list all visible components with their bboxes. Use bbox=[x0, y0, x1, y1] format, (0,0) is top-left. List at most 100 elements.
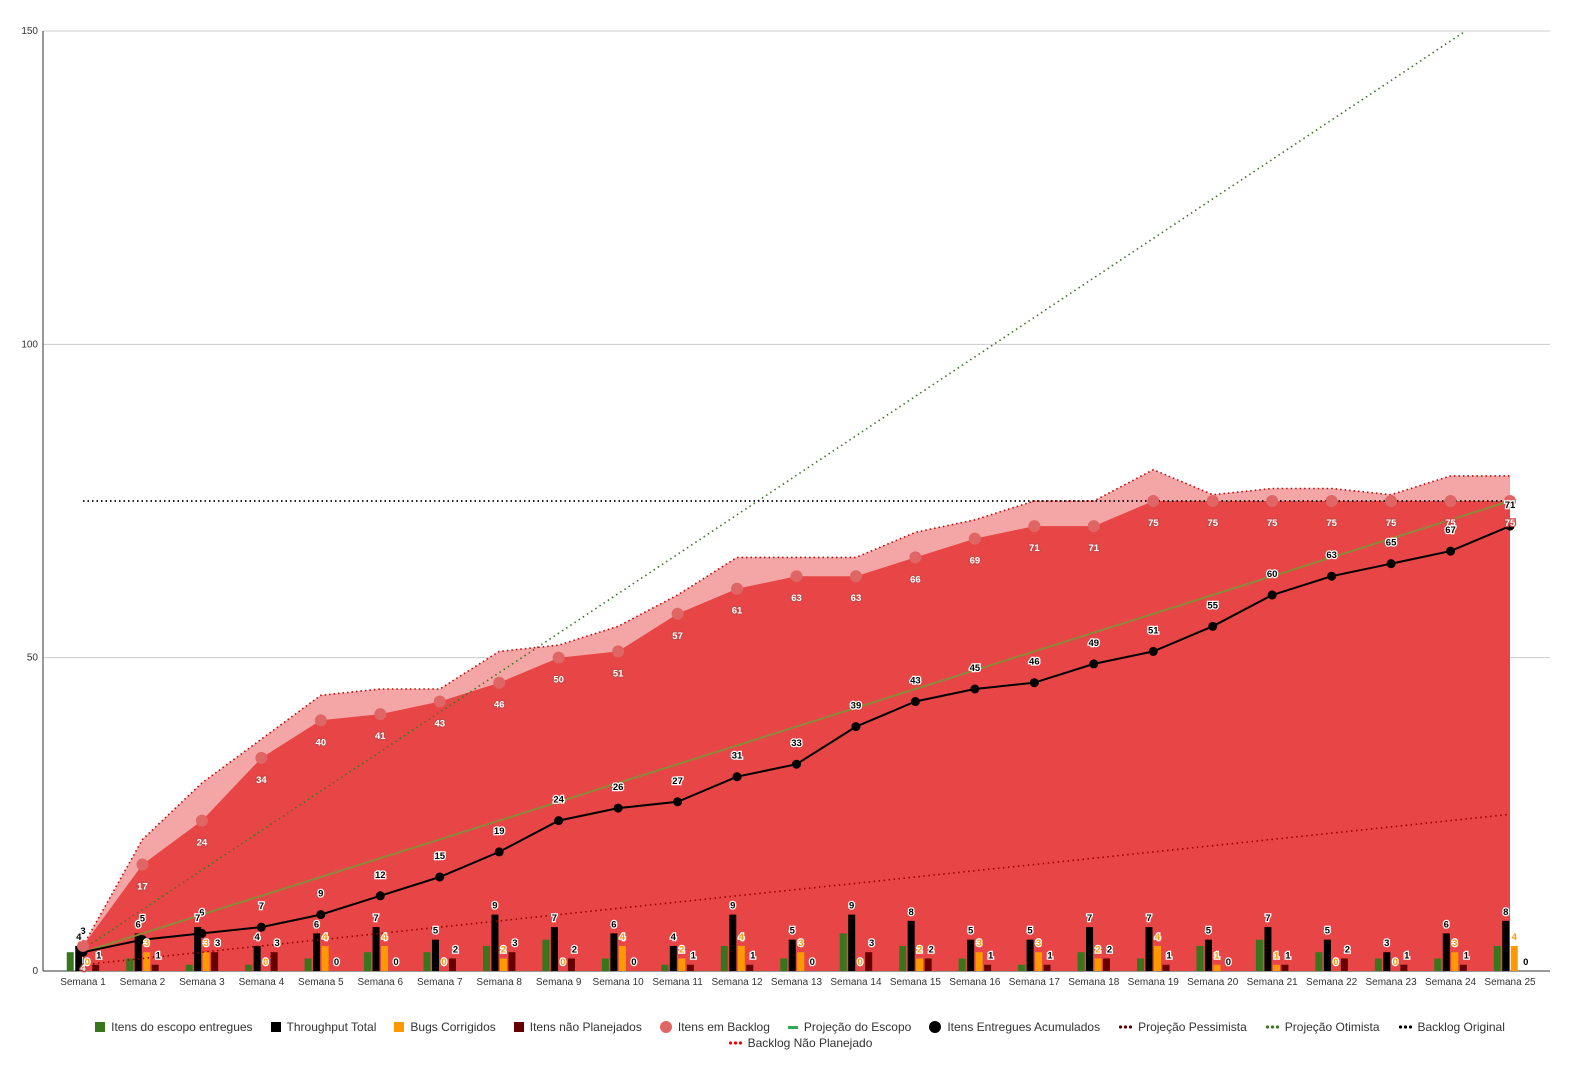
bar bbox=[482, 945, 490, 971]
bar bbox=[1315, 952, 1323, 971]
data-label-text: 0 bbox=[1226, 957, 1231, 968]
legend-item[interactable]: Itens do escopo entregues bbox=[95, 1020, 253, 1034]
bar-value-label: 2 bbox=[916, 943, 924, 957]
cumulative-delivered-point bbox=[970, 684, 980, 694]
cumulative-delivered-point bbox=[554, 816, 564, 826]
bar bbox=[1077, 952, 1085, 971]
bar-value-label: 7 bbox=[1264, 912, 1272, 926]
bar bbox=[542, 939, 550, 971]
data-label-text: 4 bbox=[620, 932, 626, 943]
bar bbox=[1043, 964, 1051, 971]
data-label-text: 2 bbox=[679, 944, 684, 955]
legend-swatch-dotted bbox=[1397, 1025, 1412, 1029]
backlog-value-label: 71 bbox=[1087, 542, 1101, 556]
legend-item[interactable]: Backlog Não Planejado bbox=[727, 1036, 872, 1050]
data-label-text: 75 bbox=[1326, 518, 1337, 529]
data-label-text: 40 bbox=[316, 737, 327, 748]
data-label-text: 3 bbox=[869, 938, 874, 949]
legend-swatch-dotted bbox=[1118, 1025, 1133, 1029]
bar-value-label: 4 bbox=[737, 931, 746, 945]
backlog-point bbox=[731, 582, 744, 595]
bar bbox=[1103, 958, 1111, 971]
bar bbox=[1374, 958, 1382, 971]
data-label-text: 69 bbox=[970, 556, 981, 567]
data-label-text: 46 bbox=[1029, 657, 1040, 668]
bar-value-label: 1 bbox=[749, 949, 758, 963]
bar-value-label: 6 bbox=[313, 918, 321, 932]
bar bbox=[601, 958, 609, 971]
cumulative-delivered-point bbox=[1267, 590, 1277, 600]
bar-value-label: 4 bbox=[321, 931, 330, 945]
bar bbox=[304, 958, 312, 971]
bar bbox=[449, 958, 456, 971]
legend-item[interactable]: Throughput Total bbox=[270, 1020, 377, 1034]
data-label-text: 4 bbox=[254, 932, 260, 943]
data-label-text: 24 bbox=[553, 795, 564, 806]
legend-item[interactable]: Bugs Corrigidos bbox=[394, 1020, 496, 1034]
legend-item[interactable]: Projeção Otimista bbox=[1264, 1020, 1380, 1034]
data-label-text: 71 bbox=[1505, 500, 1516, 511]
backlog-value-label: 17 bbox=[136, 880, 149, 894]
data-label-text: 57 bbox=[672, 631, 683, 642]
data-label-text: 7 bbox=[1146, 913, 1151, 924]
cumulative-value-label: 3 bbox=[79, 925, 87, 939]
data-label-text: 5 bbox=[1325, 926, 1331, 937]
bar bbox=[194, 927, 202, 971]
pessimistic-projection-line bbox=[82, 813, 1511, 966]
bar bbox=[1145, 927, 1153, 971]
backlog-point bbox=[1266, 495, 1279, 507]
data-label-text: 41 bbox=[375, 731, 386, 742]
bar-value-label: 6 bbox=[1442, 918, 1450, 932]
bar-value-label: 4 bbox=[618, 931, 627, 945]
data-label-text: 75 bbox=[1267, 518, 1278, 529]
cumulative-value-label: 12 bbox=[374, 869, 387, 883]
bar-value-label: 5 bbox=[432, 924, 441, 938]
cumulative-value-label: 39 bbox=[849, 699, 862, 713]
x-tick-label: Semana 23 bbox=[1366, 977, 1418, 988]
cumulative-delivered-point bbox=[1505, 521, 1515, 531]
legend-item[interactable]: Projeção do Escopo bbox=[787, 1020, 911, 1034]
legend-item[interactable]: Itens em Backlog bbox=[659, 1020, 770, 1034]
data-label-text: 0 bbox=[85, 957, 90, 968]
data-label-text: 0 bbox=[810, 957, 815, 968]
bar bbox=[1137, 958, 1144, 971]
x-tick-label: Semana 10 bbox=[593, 977, 645, 988]
data-label-text: 1 bbox=[1285, 951, 1291, 962]
bar bbox=[143, 952, 151, 971]
bar bbox=[1154, 945, 1161, 971]
data-label-text: 34 bbox=[256, 775, 267, 786]
legend-label: Itens em Backlog bbox=[677, 1020, 770, 1034]
backlog-value-label: 61 bbox=[731, 604, 745, 618]
bar-value-label: 0 bbox=[83, 956, 91, 970]
legend-item[interactable]: Itens Entregues Acumulados bbox=[929, 1020, 1100, 1034]
legend-item[interactable]: Backlog Original bbox=[1397, 1020, 1505, 1034]
cumulative-value-label: 60 bbox=[1266, 568, 1279, 582]
x-tick-label: Semana 1 bbox=[60, 977, 106, 988]
data-label-text: 1 bbox=[988, 951, 994, 962]
data-label-text: 0 bbox=[393, 957, 398, 968]
cumulative-delivered-point bbox=[1386, 559, 1396, 569]
data-label-text: 67 bbox=[1445, 525, 1456, 536]
bar bbox=[975, 952, 983, 971]
bar bbox=[1204, 939, 1212, 971]
bar-value-label: 4 bbox=[253, 931, 262, 945]
data-label-text: 4 bbox=[671, 932, 677, 943]
bar bbox=[1400, 964, 1408, 971]
bar bbox=[151, 964, 159, 971]
legend-label: Throughput Total bbox=[286, 1020, 377, 1034]
backlog-point bbox=[255, 751, 268, 764]
legend-item[interactable]: Itens não Planejados bbox=[513, 1020, 642, 1034]
cumulative-delivered-point bbox=[375, 891, 385, 901]
legend-swatch-dotted bbox=[727, 1041, 742, 1045]
legend-item[interactable]: Projeção Pessimista bbox=[1118, 1020, 1247, 1034]
bar-value-label: 8 bbox=[907, 906, 915, 920]
bar-value-label: 2 bbox=[571, 943, 579, 957]
unplanned-backlog-line bbox=[82, 468, 1510, 947]
data-label-text: 0 bbox=[631, 957, 636, 968]
bar-value-label: 5 bbox=[788, 924, 797, 938]
backlog-value-label: 57 bbox=[671, 630, 684, 644]
backlog-value-label: 75 bbox=[1503, 517, 1517, 531]
data-label-text: 4 bbox=[739, 932, 745, 943]
data-label-text: 27 bbox=[672, 776, 683, 787]
